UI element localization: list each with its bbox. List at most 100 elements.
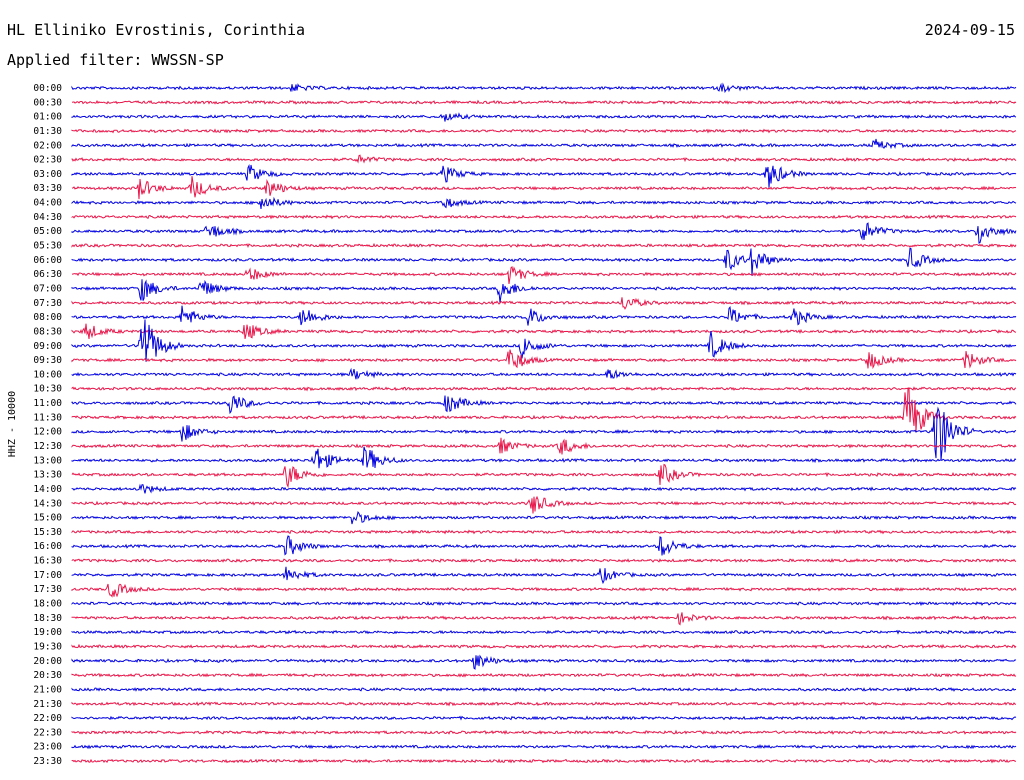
row-time-label: 01:30: [33, 126, 62, 137]
filter-label: Applied filter: WWSSN-SP: [7, 51, 224, 69]
trace-line: [71, 654, 1017, 670]
trace-line: [71, 583, 1017, 598]
trace-line: [71, 214, 1017, 220]
row-time-label: 23:30: [33, 756, 62, 767]
trace-line: [71, 176, 1017, 200]
trace-line: [71, 297, 1017, 310]
row-time-label: 16:30: [33, 556, 62, 567]
row-time-label: 22:30: [33, 727, 62, 738]
row-time-label: 08:00: [33, 312, 62, 323]
row-time-label: 12:00: [33, 427, 62, 438]
row-time-label: 11:30: [33, 412, 62, 423]
row-time-label: 13:00: [33, 455, 62, 466]
row-time-label: 15:30: [33, 527, 62, 538]
trace-line: [71, 222, 1017, 244]
trace-line: [71, 265, 1017, 284]
row-time-label: 00:00: [33, 83, 62, 94]
row-time-label: 10:00: [33, 369, 62, 380]
row-time-label: 21:00: [33, 684, 62, 695]
trace-line: [71, 112, 1017, 122]
trace-line: [71, 279, 1017, 303]
trace-line: [71, 349, 1017, 370]
row-time-label: 01:00: [33, 112, 62, 123]
trace-line: [71, 164, 1017, 189]
trace-line: [71, 319, 1017, 362]
row-time-label: 11:00: [33, 398, 62, 409]
row-time-label: 19:00: [33, 627, 62, 638]
trace-line: [71, 463, 1017, 489]
row-time-label: 08:30: [33, 326, 62, 337]
trace-line: [71, 612, 1017, 626]
trace-line: [71, 672, 1017, 678]
row-time-label: 02:30: [33, 155, 62, 166]
trace-line: [71, 154, 1017, 164]
row-time-label: 06:00: [33, 255, 62, 266]
trace-line: [71, 600, 1017, 607]
row-time-label: 07:30: [33, 298, 62, 309]
row-time-label: 05:30: [33, 241, 62, 252]
row-time-label: 17:30: [33, 584, 62, 595]
station-title: HL Elliniko Evrostinis, Corinthia: [7, 21, 306, 39]
row-time-label: 07:00: [33, 283, 62, 294]
row-time-label: 00:30: [33, 97, 62, 108]
trace-line: [71, 395, 1017, 415]
row-time-label: 10:30: [33, 384, 62, 395]
row-time-label: 18:30: [33, 613, 62, 624]
row-time-label: 14:00: [33, 484, 62, 495]
row-time-label: 12:30: [33, 441, 62, 452]
row-time-label: 19:30: [33, 641, 62, 652]
trace-line: [71, 406, 1017, 461]
trace-line: [71, 729, 1017, 735]
date-label: 2024-09-15: [924, 21, 1015, 39]
trace-line: [71, 247, 1017, 276]
trace-line: [71, 495, 1017, 514]
trace-line: [71, 437, 1017, 455]
row-time-label: 20:30: [33, 670, 62, 681]
row-time-label: 20:00: [33, 656, 62, 667]
row-time-label: 04:30: [33, 212, 62, 223]
trace-line: [71, 323, 1017, 340]
trace-line: [71, 138, 1017, 150]
row-time-label: 05:00: [33, 226, 62, 237]
row-time-label: 13:30: [33, 470, 62, 481]
trace-line: [71, 510, 1017, 525]
row-time-label: 14:30: [33, 498, 62, 509]
trace-line: [71, 629, 1017, 635]
trace-line: [71, 446, 1017, 469]
trace-line: [71, 387, 1017, 433]
trace-line: [71, 715, 1017, 721]
trace-line: [71, 483, 1017, 494]
trace-line: [71, 82, 1017, 94]
trace-line: [71, 535, 1017, 556]
trace-line: [71, 305, 1017, 326]
trace-line: [71, 128, 1017, 134]
row-time-label: 15:00: [33, 513, 62, 524]
row-time-label: 03:00: [33, 169, 62, 180]
row-time-label: 09:00: [33, 341, 62, 352]
row-time-label: 03:30: [33, 183, 62, 194]
row-time-label: 22:00: [33, 713, 62, 724]
trace-line: [71, 758, 1016, 764]
row-time-label: 16:00: [33, 541, 62, 552]
trace-line: [71, 367, 1017, 380]
trace-line: [71, 686, 1017, 692]
trace-line: [71, 99, 1017, 105]
trace-line: [71, 701, 1017, 707]
row-time-label: 18:00: [33, 599, 62, 610]
trace-line: [71, 242, 1017, 248]
trace-line: [71, 557, 1017, 564]
trace-line: [71, 643, 1017, 649]
trace-line: [71, 566, 1017, 585]
trace-line: [71, 743, 1017, 750]
row-time-label: 02:00: [33, 140, 62, 151]
row-time-label: 21:30: [33, 699, 62, 710]
trace-line: [71, 386, 1017, 392]
row-time-label: 09:30: [33, 355, 62, 366]
y-axis-label: HHZ - 10000: [7, 391, 18, 457]
trace-line: [71, 196, 1017, 209]
row-time-label: 17:00: [33, 570, 62, 581]
row-time-label: 23:00: [33, 742, 62, 753]
row-time-label: 04:00: [33, 198, 62, 209]
row-time-label: 06:30: [33, 269, 62, 280]
